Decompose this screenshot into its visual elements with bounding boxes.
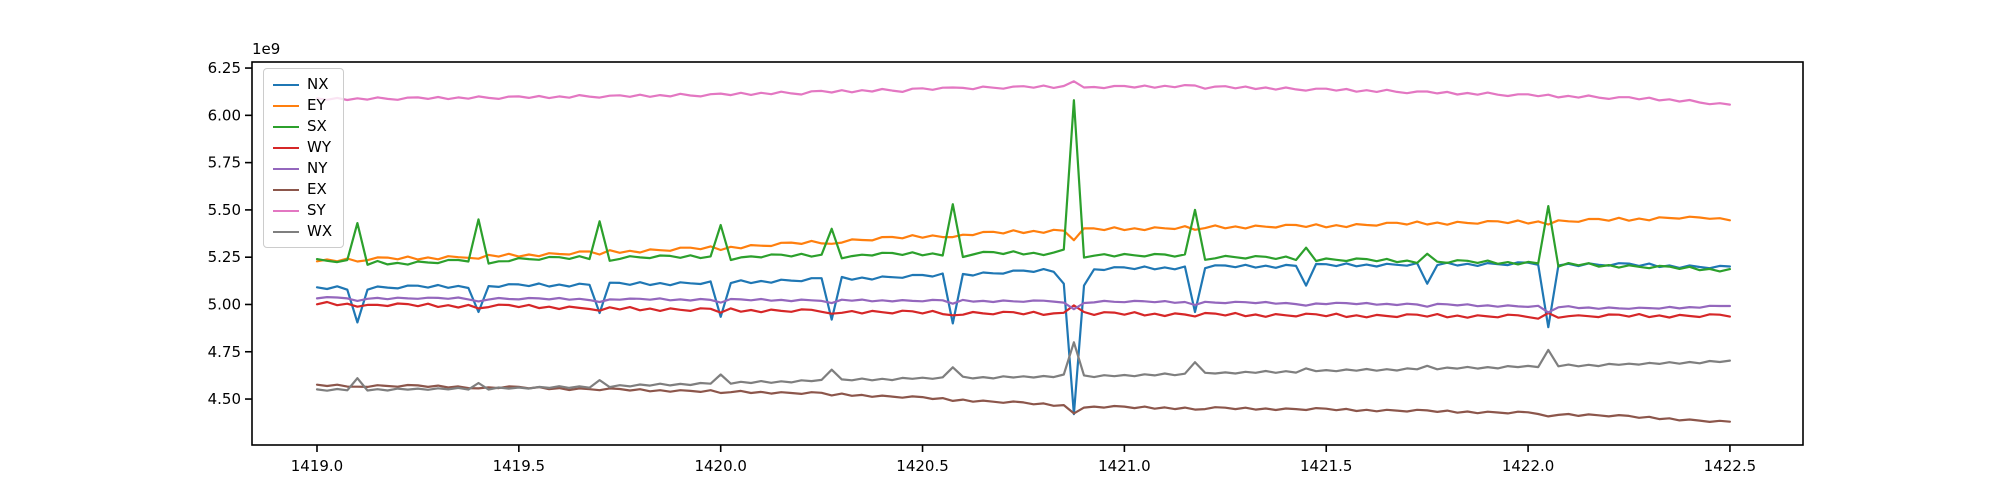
legend-item-SY: SY <box>273 200 332 221</box>
x-tick-label: 1420.5 <box>896 457 949 475</box>
legend-item-WX: WX <box>273 221 332 242</box>
series-line-EX <box>315 383 1732 423</box>
x-tick-label: 1419.0 <box>291 457 344 475</box>
y-tick-label: 5.75 <box>208 154 241 172</box>
legend-line-swatch-WX <box>273 230 299 233</box>
legend-label-WY: WY <box>307 138 331 156</box>
legend-line-swatch-EY <box>273 104 299 107</box>
legend-label-EX: EX <box>307 180 327 198</box>
legend-line-swatch-NX <box>273 83 299 86</box>
y-tick-label: 4.50 <box>208 390 241 408</box>
legend-item-EY: EY <box>273 95 332 116</box>
legend-line-swatch-WY <box>273 146 299 149</box>
legend-item-EX: EX <box>273 179 332 200</box>
legend: NX EY SX WY NY EX SY WX <box>263 68 345 248</box>
y-tick-label: 5.50 <box>208 201 241 219</box>
legend-item-SX: SX <box>273 116 332 137</box>
x-tick-label: 1421.0 <box>1098 457 1151 475</box>
y-tick-label: 6.00 <box>208 106 241 124</box>
legend-label-SX: SX <box>307 117 327 135</box>
x-tick-label: 1422.5 <box>1704 457 1757 475</box>
series-line-EY <box>315 215 1732 263</box>
series-line-NY <box>315 296 1732 314</box>
series-line-WX <box>315 341 1732 392</box>
series-line-SX <box>315 99 1732 273</box>
legend-label-EY: EY <box>307 96 326 114</box>
legend-label-NX: NX <box>307 75 329 93</box>
x-tick-label: 1422.0 <box>1502 457 1555 475</box>
series-line-WY <box>315 300 1732 320</box>
y-tick-label: 5.00 <box>208 295 241 313</box>
legend-line-swatch-SY <box>273 209 299 212</box>
y-tick-label: 6.25 <box>208 59 241 77</box>
legend-label-SY: SY <box>307 201 326 219</box>
legend-label-NY: NY <box>307 159 328 177</box>
y-axis-offset-label: 1e9 <box>252 40 281 58</box>
x-tick-label: 1419.5 <box>493 457 546 475</box>
series-line-NX <box>315 261 1732 416</box>
series-line-SY <box>315 80 1732 106</box>
legend-item-WY: WY <box>273 137 332 158</box>
y-tick-label: 4.75 <box>208 343 241 361</box>
legend-line-swatch-SX <box>273 125 299 128</box>
y-tick-label: 5.25 <box>208 248 241 266</box>
legend-item-NX: NX <box>273 74 332 95</box>
legend-label-WX: WX <box>307 222 333 240</box>
legend-item-NY: NY <box>273 158 332 179</box>
x-tick-label: 1420.0 <box>694 457 747 475</box>
legend-line-swatch-EX <box>273 188 299 191</box>
legend-line-swatch-NY <box>273 167 299 170</box>
x-tick-label: 1421.5 <box>1300 457 1353 475</box>
plot-border <box>251 61 1804 446</box>
